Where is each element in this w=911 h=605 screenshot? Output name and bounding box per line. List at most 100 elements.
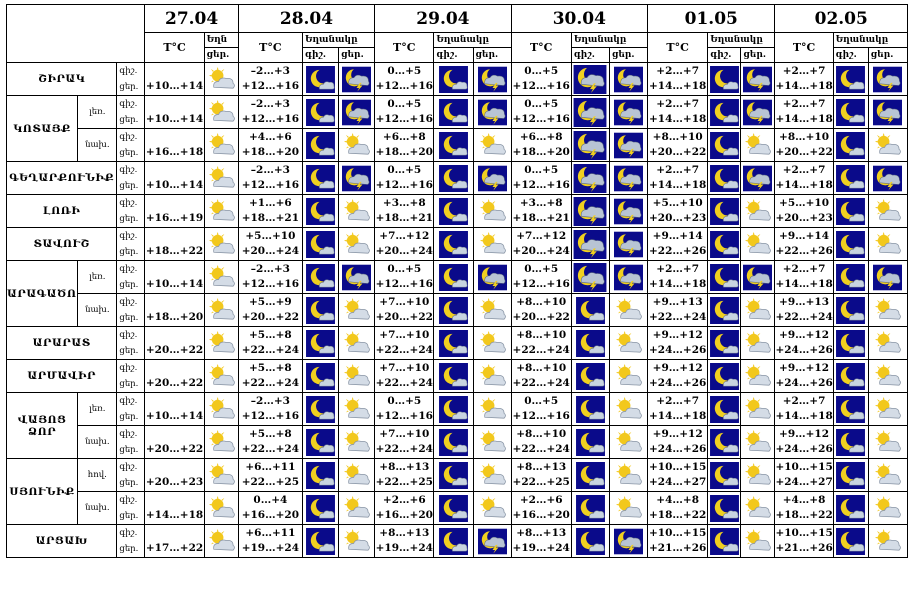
moon-cloud-icon xyxy=(710,396,739,423)
day-temp: +12…+16 xyxy=(241,113,300,125)
night-icon-cell xyxy=(433,95,474,129)
night-temp: +8…+10 xyxy=(652,131,703,143)
night-temp: +5…+8 xyxy=(249,428,292,440)
night-icon-cell xyxy=(433,293,474,327)
night-temp: +2…+7 xyxy=(782,395,826,407)
moon-cloud-icon xyxy=(710,495,739,522)
day-icon-cell xyxy=(740,260,776,294)
day-label: ցեր. xyxy=(119,478,139,488)
moon-cloud-icon xyxy=(836,363,865,390)
region-name: ԼՈՌԻ xyxy=(5,194,118,228)
night-temp: 0…+5 xyxy=(524,263,559,275)
subregion-label: նախ. xyxy=(77,491,118,525)
night-label: գիշ. xyxy=(119,363,138,373)
sun-cloud-icon xyxy=(743,297,772,324)
day-temp: +16…+18 xyxy=(144,128,205,162)
weather-header: Եղն xyxy=(203,32,239,48)
day-temp: +24…+26 xyxy=(648,377,707,389)
time-of-day-labels: գիշ. ցեր. xyxy=(116,491,146,525)
night-label: գիշ. xyxy=(119,495,138,505)
sun-cloud-icon xyxy=(743,396,772,423)
storm-icon xyxy=(614,66,643,93)
storm-icon xyxy=(478,99,507,126)
night-label: գիշ. xyxy=(119,462,138,472)
storm-icon xyxy=(873,264,902,291)
region-name: ԿՈՏԱՅՔ xyxy=(5,95,79,162)
day-icon-cell xyxy=(867,425,909,459)
night-icon-cell xyxy=(301,194,340,228)
storm-icon xyxy=(478,165,507,192)
night-icon-cell xyxy=(301,392,340,426)
temp-range-cell: +2…+6 +16…+20 xyxy=(374,491,435,525)
night-temp: +8…+10 xyxy=(516,329,567,341)
temp-range-cell: +5…+10 +20…+23 xyxy=(647,194,709,228)
day-icon-cell xyxy=(608,128,649,162)
moon-cloud-icon xyxy=(576,495,605,522)
day-icon-cell xyxy=(338,293,376,327)
date-header: 29.04 xyxy=(374,4,512,33)
weather-icon-cell xyxy=(203,425,239,459)
night-temp: +6…+8 xyxy=(382,131,426,143)
night-icon-cell xyxy=(707,293,742,327)
moon-cloud-icon xyxy=(836,66,865,93)
temp-range-cell: +10…+15 +21…+26 xyxy=(774,524,834,558)
subregion-label: նախ. xyxy=(77,425,118,459)
sun-cloud-icon xyxy=(207,429,236,456)
day-temp: +22…+24 xyxy=(241,443,300,455)
moon-cloud-icon xyxy=(836,297,865,324)
day-temp: +19…+24 xyxy=(375,542,433,554)
night-icon-cell xyxy=(301,128,340,162)
night-icon-cell xyxy=(707,359,742,393)
storm-icon xyxy=(573,98,607,127)
day-temp: +14…+18 xyxy=(648,113,707,125)
sun-cloud-icon xyxy=(478,297,507,324)
night-temp: +7…+10 xyxy=(379,296,430,308)
moon-cloud-icon xyxy=(306,297,335,324)
night-temp: +9…+13 xyxy=(779,296,830,308)
night-label: գիշ. xyxy=(119,396,138,406)
storm-icon xyxy=(614,198,643,225)
sun-cloud-icon xyxy=(478,231,507,258)
temp-range-cell: 0…+5 +12…+16 xyxy=(510,260,572,294)
sun-cloud-icon xyxy=(873,231,902,258)
day-temp: +18…+21 xyxy=(241,212,300,224)
weather-icon-cell xyxy=(203,458,239,492)
night-temp: +7…+10 xyxy=(379,329,430,341)
day-temp: +22…+24 xyxy=(241,377,300,389)
day-icon-cell xyxy=(740,458,776,492)
night-temp: 0…+4 xyxy=(253,494,288,506)
night-icon-cell xyxy=(301,491,340,525)
day-icon-cell xyxy=(472,491,512,525)
temp-range-cell: +8…+13 +22…+25 xyxy=(374,458,435,492)
temp-range-cell: +7…+12 +20…+24 xyxy=(510,227,572,261)
day-icon-cell xyxy=(867,491,909,525)
temp-header: T°C xyxy=(144,32,205,63)
day-icon-cell xyxy=(740,359,776,393)
night-temp: +5…+10 xyxy=(245,230,296,242)
day-icon-cell xyxy=(867,458,909,492)
storm-icon xyxy=(573,230,607,259)
night-label: գիշ. xyxy=(119,132,138,142)
night-temp: 0…+5 xyxy=(524,395,559,407)
temp-header: T°C xyxy=(774,32,834,63)
sun-cloud-icon xyxy=(614,429,643,456)
moon-cloud-icon xyxy=(710,429,739,456)
weather-icon-cell xyxy=(203,194,239,228)
day-icon-cell xyxy=(740,425,776,459)
day-icon-cell xyxy=(740,161,776,195)
day-temp: +24…+27 xyxy=(775,476,833,488)
temp-header: T°C xyxy=(647,32,709,63)
day-temp: +14…+18 xyxy=(648,410,707,422)
moon-cloud-icon xyxy=(306,396,335,423)
table-row: ԱՐՑԱԽ գիշ. ցեր. +17…+22 +6…+11 +19…+24 +8…+13 +… xyxy=(5,524,909,558)
night-temp: +2…+6 xyxy=(382,494,426,506)
table-header: 27.04 28.04 29.04 30.04 01.05 02.05 T°C Եղն T°C Ե… xyxy=(5,4,909,63)
night-temp: +7…+12 xyxy=(516,230,567,242)
day-icon-cell xyxy=(472,161,512,195)
day-icon-cell xyxy=(338,227,376,261)
night-temp: +9…+14 xyxy=(652,230,703,242)
weather-icon-cell xyxy=(203,326,239,360)
temp-range-cell: +9…+14 +22…+26 xyxy=(774,227,834,261)
storm-icon xyxy=(873,66,902,93)
day-temp: +12…+16 xyxy=(375,278,433,290)
